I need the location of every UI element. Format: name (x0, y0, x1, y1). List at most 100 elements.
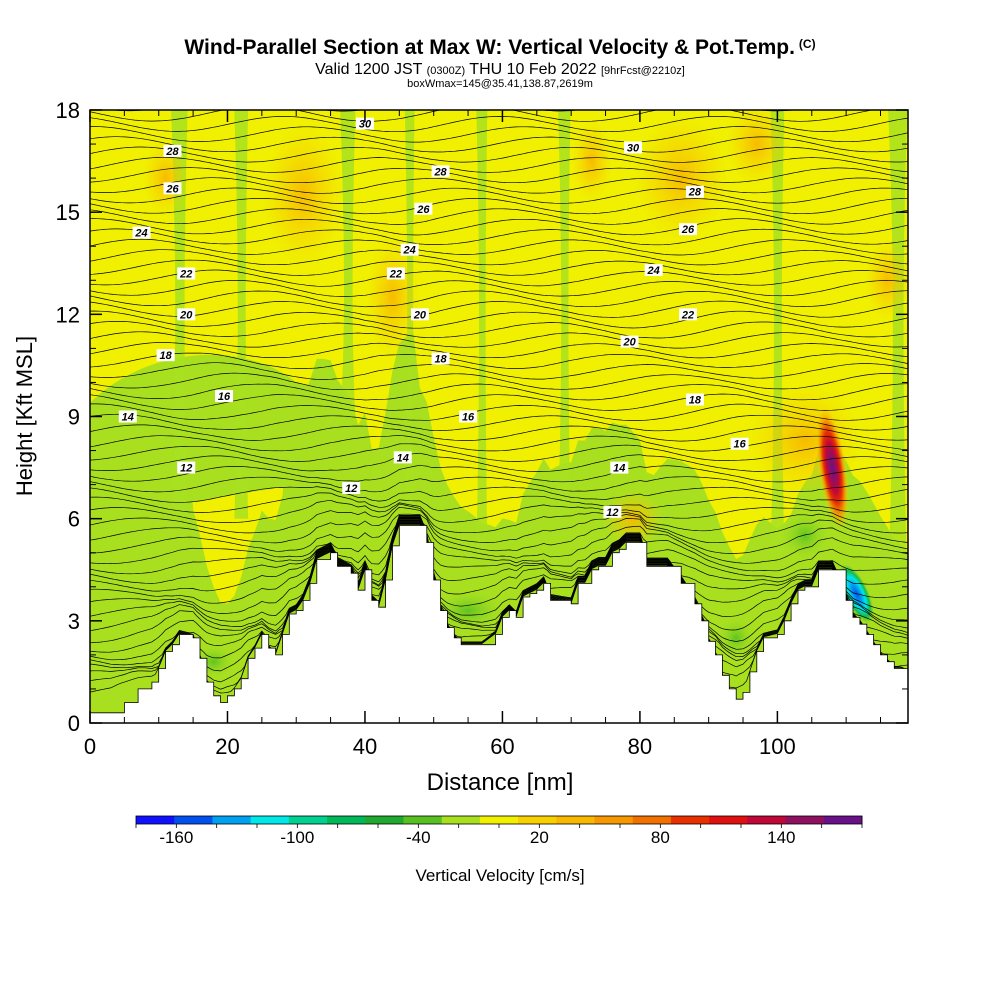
isentrope-label: 14 (118, 410, 137, 424)
isentrope-label-text: 28 (433, 166, 447, 178)
colorbar-swatch (670, 816, 710, 824)
isentrope-line (90, 238, 908, 256)
isentrope-line (90, 197, 908, 215)
updraft-core (816, 406, 849, 530)
isentrope-line (90, 167, 908, 184)
colorbar-swatch (212, 816, 252, 824)
isentrope-label-bg (624, 141, 643, 154)
orange-patch (726, 110, 787, 185)
isentrope-label-bg (679, 223, 698, 236)
colorbar-swatch (594, 816, 634, 824)
green-streak (476, 110, 488, 553)
isentrope-label-bg (342, 482, 361, 495)
isentrope-line (90, 492, 908, 513)
x-tick-label: 20 (215, 734, 239, 759)
isentrope-line (90, 516, 908, 584)
isentrope-line (90, 403, 908, 421)
isentrope-line (90, 476, 908, 493)
colorbar-swatch (747, 816, 787, 824)
isentropes (90, 110, 908, 694)
green-pocket (428, 588, 509, 633)
isentrope-line (90, 187, 908, 204)
colorbar-tick-label: 140 (767, 828, 795, 847)
isentrope-line (90, 499, 908, 524)
colorbar-swatch (365, 816, 404, 824)
isentrope-label: 26 (414, 202, 433, 216)
isentrope-label-text: 22 (389, 268, 402, 280)
x-tick-label: 80 (628, 734, 652, 759)
isentrope-label: 18 (156, 349, 175, 362)
colorbar-swatch (441, 816, 481, 824)
isentrope-label-bg (685, 185, 704, 198)
colorbar-tick-label: 20 (530, 828, 549, 847)
isentrope-line (90, 514, 908, 565)
isentrope-label-text: 18 (434, 354, 447, 366)
isentrope-label-bg (610, 461, 629, 474)
isentrope-label-bg (156, 349, 175, 362)
y-axis-label: Height [Kft MSL] (12, 336, 37, 496)
axes: 0 20 40 60 80 100 0 3 6 9 12 15 18 (56, 98, 908, 759)
isentrope-line (90, 331, 908, 349)
isentrope-line (90, 517, 908, 614)
isentrope-line (90, 362, 908, 380)
x-tick-label: 0 (84, 734, 96, 759)
isentrope-line (90, 372, 908, 391)
isentrope-line (90, 280, 908, 297)
isentrope-label-text: 24 (403, 245, 416, 257)
isentrope-line (90, 110, 874, 122)
isentrope-line (109, 110, 797, 112)
orange-patch (366, 237, 419, 358)
chart-title-text: Wind-Parallel Section at Max W: Vertical… (184, 36, 795, 59)
y-tick-label: 9 (68, 405, 80, 430)
isentrope-line (90, 413, 908, 432)
subtitle-date: THU 10 Feb 2022 (469, 61, 597, 78)
isentrope-label-bg (679, 308, 698, 321)
green-pocket (778, 509, 831, 562)
isentrope-label: 30 (355, 117, 374, 131)
y-tick-label: 18 (56, 98, 80, 123)
isentrope-label-text: 26 (416, 204, 430, 216)
isentrope-label-bg (410, 308, 429, 321)
isentrope-line (90, 464, 908, 483)
isentrope-label: 24 (400, 243, 419, 257)
isentrope-label-text: 14 (397, 452, 409, 464)
isentrope-line (90, 503, 908, 534)
isentrope-label-bg (431, 165, 450, 178)
colorbar-swatch (403, 816, 443, 824)
isentrope-label-text: 16 (218, 391, 231, 403)
isentrope-label-text: 18 (689, 394, 702, 406)
isentrope-label-bg (685, 393, 704, 406)
subtitle-utc: (0300Z) (426, 65, 466, 77)
isentrope-line (90, 342, 908, 359)
colorbar-label: Vertical Velocity [cm/s] (415, 866, 584, 885)
isentrope-label-bg (459, 410, 478, 423)
isentrope-label: 30 (624, 141, 643, 154)
green-streak (340, 110, 356, 417)
chart-subtitle: Valid 1200 JST (0300Z) THU 10 Feb 2022 [… (0, 61, 1000, 79)
isentrope-label-bg (414, 202, 433, 215)
isentrope-label: 16 (730, 437, 749, 451)
x-tick-label: 60 (490, 734, 514, 759)
isentrope-line (90, 136, 908, 153)
isentrope-label: 18 (431, 352, 450, 366)
green-pocket (716, 615, 757, 660)
colorbar-swatch (288, 816, 328, 824)
isentrope-line (90, 300, 908, 319)
isentrope-line (90, 517, 908, 604)
y-tick-label: 6 (68, 507, 80, 532)
colorbar-tick-label: 80 (651, 828, 670, 847)
isentrope-label-text: 28 (165, 146, 179, 158)
isentrope-label: 14 (393, 451, 412, 464)
isentrope-label-bg (386, 267, 405, 280)
orange-patch (263, 125, 344, 266)
isentrope-label-bg (163, 182, 182, 195)
isentrope-line (90, 116, 908, 133)
isentrope-label-text: 24 (647, 265, 660, 277)
x-tick-label: 40 (353, 734, 377, 759)
isentrope-line (90, 516, 908, 592)
isentrope-line (90, 290, 908, 308)
isentrope-line (90, 515, 908, 575)
orange-patch (571, 121, 612, 202)
y-tick-label: 3 (68, 609, 80, 634)
